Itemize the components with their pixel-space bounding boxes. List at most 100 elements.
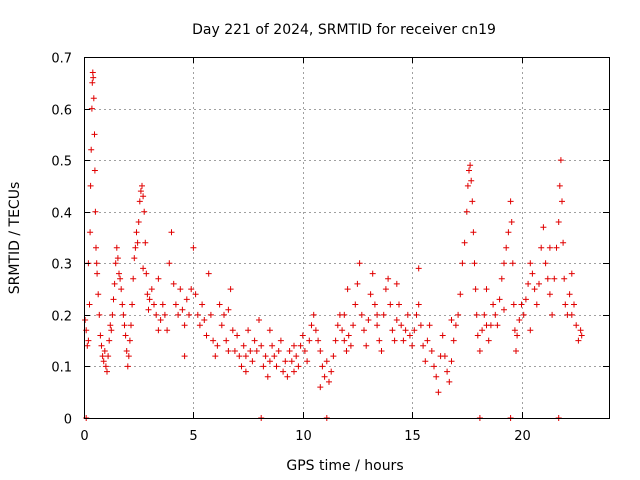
data-point [347, 342, 354, 349]
data-points [82, 69, 585, 421]
data-point [93, 260, 100, 267]
data-point [253, 348, 260, 354]
x-tick-label: 15 [404, 429, 421, 444]
data-point [562, 301, 569, 308]
data-point [119, 301, 126, 308]
chart-title: Day 221 of 2024, SRMTID for receiver cn1… [192, 22, 496, 38]
data-point [352, 301, 359, 308]
data-point [326, 378, 332, 385]
y-axis-title: SRMTID / TECUs [7, 182, 23, 295]
data-point [245, 327, 252, 334]
data-point [457, 291, 464, 298]
data-point [510, 301, 517, 308]
data-point [431, 363, 437, 370]
data-point [308, 322, 315, 329]
data-point [538, 244, 545, 251]
data-point [91, 167, 98, 174]
data-point [284, 373, 291, 380]
data-point [341, 311, 348, 318]
data-point [188, 286, 195, 293]
data-point [304, 358, 311, 365]
data-point [470, 229, 477, 236]
data-point [286, 348, 293, 354]
data-point [428, 348, 435, 354]
data-point [128, 322, 134, 329]
data-point [108, 327, 115, 334]
data-point [199, 301, 206, 308]
data-point [271, 353, 278, 360]
data-point [508, 219, 515, 225]
data-point [288, 358, 295, 365]
data-point [196, 322, 203, 329]
data-point [485, 337, 492, 344]
data-point [159, 301, 166, 308]
axis-ticks: 0 0.1 0.2 0.3 0.4 0.5 0.6 0.7 0 5 10 15 20 [51, 52, 609, 444]
data-point [123, 348, 130, 354]
data-point [319, 363, 326, 370]
data-point [153, 311, 160, 318]
data-point [450, 337, 457, 344]
data-point [218, 322, 225, 329]
data-point [568, 311, 575, 318]
data-point [455, 311, 462, 318]
data-point [133, 229, 140, 236]
data-point [142, 239, 149, 246]
data-point [406, 332, 413, 339]
data-point [242, 353, 249, 360]
data-point [134, 239, 141, 246]
data-point [546, 291, 553, 298]
data-point [358, 311, 365, 318]
data-point [109, 311, 116, 318]
data-point [87, 182, 94, 189]
data-point [139, 182, 145, 189]
data-point [113, 244, 120, 251]
data-point [501, 260, 507, 267]
data-point [207, 311, 214, 318]
data-point [137, 188, 144, 195]
data-point [382, 286, 389, 293]
data-point [505, 229, 512, 236]
data-point [164, 327, 171, 334]
data-point [130, 275, 137, 282]
data-point [315, 337, 322, 344]
data-point [464, 182, 471, 189]
data-point [301, 348, 308, 354]
data-point [571, 301, 577, 308]
data-point [97, 332, 104, 339]
data-point [389, 327, 396, 334]
data-point [155, 327, 162, 334]
data-point [577, 327, 584, 334]
y-tick-label: 0.6 [51, 104, 72, 119]
data-point [223, 337, 230, 344]
data-point [140, 265, 147, 272]
data-point [487, 322, 494, 329]
data-point [556, 182, 563, 189]
data-point [426, 322, 433, 329]
y-tick-label: 0.3 [51, 258, 72, 273]
y-tick-label: 0.1 [51, 361, 72, 376]
data-point [354, 280, 361, 287]
data-point [291, 342, 297, 349]
data-point [201, 317, 208, 323]
data-point [310, 311, 317, 318]
data-point [481, 311, 488, 318]
data-point [557, 157, 564, 164]
data-point [328, 368, 335, 375]
data-point [463, 208, 470, 215]
data-point [114, 255, 121, 262]
data-point [110, 296, 117, 303]
data-point [251, 337, 258, 344]
data-point [321, 373, 328, 380]
data-point [393, 317, 400, 323]
data-point [312, 327, 319, 334]
data-point [282, 358, 289, 365]
data-point [345, 332, 352, 339]
data-point [560, 239, 567, 246]
data-point [131, 255, 138, 262]
data-point [161, 311, 168, 318]
data-point [332, 337, 339, 344]
data-point [100, 358, 107, 365]
data-point [95, 291, 102, 298]
data-point [264, 373, 271, 380]
data-point [214, 342, 221, 349]
